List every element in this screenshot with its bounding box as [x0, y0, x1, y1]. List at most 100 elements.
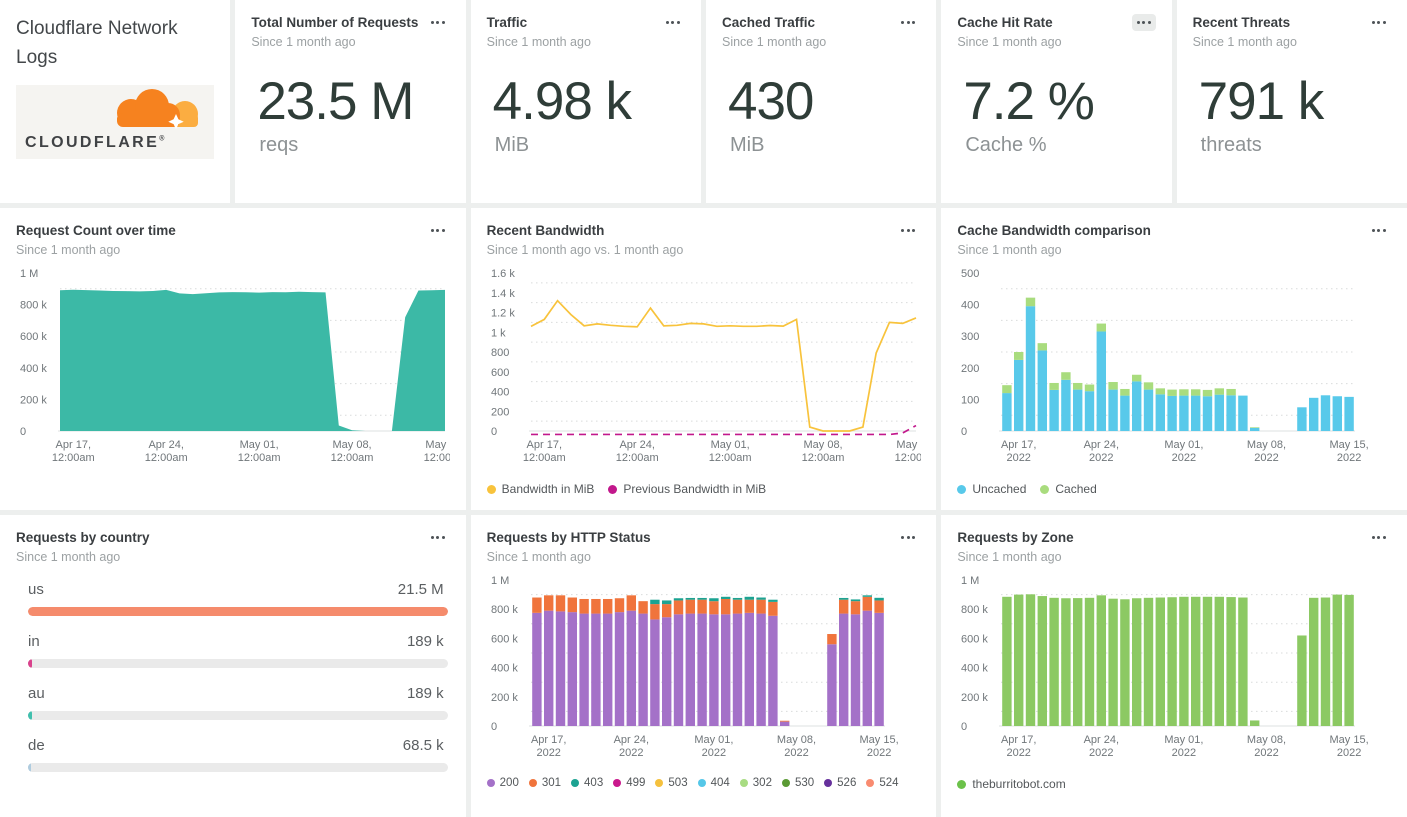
legend-item[interactable]: Cached — [1040, 482, 1097, 497]
legend-item[interactable]: Previous Bandwidth in MiB — [608, 482, 766, 496]
svg-text:200 k: 200 k — [491, 692, 518, 704]
panel-menu-icon[interactable] — [896, 529, 920, 546]
country-value: 21.5 M — [397, 581, 444, 599]
panel-menu-icon[interactable] — [1367, 529, 1391, 546]
panel-total-requests: Total Number of Requests Since 1 month a… — [235, 0, 466, 203]
legend-item[interactable]: 526 — [824, 777, 856, 789]
cloudflare-logo: CLOUDFLARE® — [16, 84, 214, 159]
legend-item[interactable]: 499 — [613, 777, 645, 789]
legend-item[interactable]: Uncached — [957, 482, 1026, 496]
legend-label: 524 — [879, 777, 899, 790]
svg-text:Apr 17,: Apr 17, — [1001, 439, 1036, 451]
svg-text:2022: 2022 — [784, 747, 808, 759]
legend-label: Cached — [1055, 482, 1097, 497]
stat-value: 791 k — [1198, 72, 1325, 132]
country-label: us — [28, 581, 44, 599]
legend-dot-icon — [613, 779, 622, 788]
legend-item[interactable]: 302 — [739, 777, 772, 790]
svg-text:12:00am: 12:00am — [801, 452, 844, 464]
svg-text:12:00am: 12:00am — [523, 452, 566, 464]
legend-label: 526 — [837, 777, 857, 790]
svg-text:12:00am: 12:00am — [331, 452, 374, 464]
svg-text:1.4 k: 1.4 k — [491, 288, 515, 300]
country-bar-track — [28, 711, 448, 721]
legend-item[interactable]: theburritobot.com — [957, 777, 1066, 791]
country-label: au — [28, 685, 45, 703]
panel-title: Recent Bandwidth — [486, 223, 605, 238]
svg-text:Apr 24,: Apr 24, — [148, 439, 183, 451]
svg-text:2022: 2022 — [701, 747, 725, 759]
panel-menu-icon[interactable] — [896, 222, 920, 239]
country-value: 189 k — [406, 685, 444, 703]
dashboard-title: Cloudflare Network Logs — [16, 18, 178, 69]
svg-text:2022: 2022 — [1337, 747, 1361, 759]
svg-text:May 01,: May 01, — [240, 439, 279, 451]
svg-text:200 k: 200 k — [20, 395, 47, 407]
legend-dot-icon — [697, 779, 706, 788]
panel-menu-icon[interactable] — [426, 222, 450, 239]
legend-dot-icon — [655, 779, 664, 788]
panel-menu-icon[interactable] — [1367, 14, 1391, 31]
stat-unit: reqs — [259, 134, 299, 157]
legend-dot-icon — [571, 779, 580, 788]
svg-text:May 15,: May 15, — [896, 439, 921, 451]
legend-label: 302 — [752, 777, 772, 790]
svg-text:May 15,: May 15, — [1330, 439, 1369, 451]
panel-title: Recent Threats — [1192, 15, 1291, 30]
svg-text:400: 400 — [961, 300, 979, 312]
legend-label: Bandwidth in MiB — [501, 482, 595, 497]
country-bar-fill — [28, 607, 448, 617]
panel-subtitle: Since 1 month ago — [486, 35, 591, 50]
legend-item[interactable]: 530 — [781, 777, 814, 789]
chart-legend: Bandwidth in MiB Previous Bandwidth in Mi… — [486, 482, 921, 497]
panel-requests-by-country: Requests by country Since 1 month ago us… — [0, 515, 466, 817]
svg-text:200: 200 — [961, 363, 979, 375]
legend-item[interactable]: 524 — [866, 777, 899, 790]
panel-menu-icon[interactable] — [1367, 222, 1391, 239]
legend-item[interactable]: 301 — [528, 777, 561, 789]
country-bar-fill — [28, 763, 31, 773]
panel-subtitle: Since 1 month ago — [957, 550, 1062, 565]
legend-item[interactable]: Bandwidth in MiB — [486, 482, 595, 497]
legend-label: Previous Bandwidth in MiB — [623, 482, 767, 497]
svg-text:12:00am: 12:00am — [52, 452, 95, 464]
panel-menu-icon[interactable] — [426, 14, 450, 31]
svg-text:2022: 2022 — [1172, 747, 1196, 759]
svg-text:12:00am: 12:00am — [238, 452, 281, 464]
stat-value: 23.5 M — [257, 72, 414, 132]
legend-item[interactable]: 403 — [571, 777, 603, 789]
stat-unit: threats — [1200, 134, 1262, 157]
svg-text:1.2 k: 1.2 k — [491, 308, 515, 320]
svg-text:12:00am: 12:00am — [145, 452, 188, 464]
panel-requests-by-zone: Requests by Zone Since 1 month ago 0 200 … — [941, 515, 1407, 817]
panel-menu-icon[interactable] — [661, 14, 685, 31]
panel-recent-threats: Recent Threats Since 1 month ago 791 k t… — [1176, 0, 1407, 203]
svg-text:May 08,: May 08, — [332, 439, 371, 451]
svg-text:Apr 24,: Apr 24, — [619, 439, 654, 451]
legend-item[interactable]: 200 — [486, 777, 519, 789]
panel-menu-icon[interactable] — [1131, 14, 1156, 31]
panel-subtitle: Since 1 month ago — [16, 243, 121, 258]
svg-text:600: 600 — [491, 367, 509, 379]
legend-item[interactable]: 503 — [655, 777, 688, 789]
svg-text:600 k: 600 k — [961, 634, 988, 646]
panel-cloudflare-logo: Cloudflare Network Logs CLOUDFLARE® — [0, 0, 231, 203]
panel-title: Cache Bandwidth comparison — [957, 223, 1151, 238]
svg-text:300: 300 — [961, 331, 979, 343]
recent-bandwidth-chart: 0 200 400 600 800 1 k 1.2 k 1.4 k 1.6 k Apr 17, 12… — [487, 263, 937, 480]
panel-menu-icon[interactable] — [426, 529, 450, 546]
svg-text:May 08,: May 08, — [803, 439, 842, 451]
stat-unit: Cache % — [965, 134, 1047, 157]
panel-subtitle: Since 1 month ago — [721, 35, 827, 50]
svg-text:Apr 24,: Apr 24, — [1084, 439, 1119, 451]
panel-title: Total Number of Requests — [251, 15, 419, 30]
svg-text:1.6 k: 1.6 k — [491, 268, 515, 280]
legend-item[interactable]: 404 — [697, 777, 730, 789]
stat-value: 7.2 % — [963, 72, 1095, 132]
svg-text:2022: 2022 — [867, 747, 891, 759]
legend-label: 499 — [626, 777, 646, 790]
svg-text:May 01,: May 01, — [694, 734, 733, 746]
panel-menu-icon[interactable] — [896, 14, 920, 31]
